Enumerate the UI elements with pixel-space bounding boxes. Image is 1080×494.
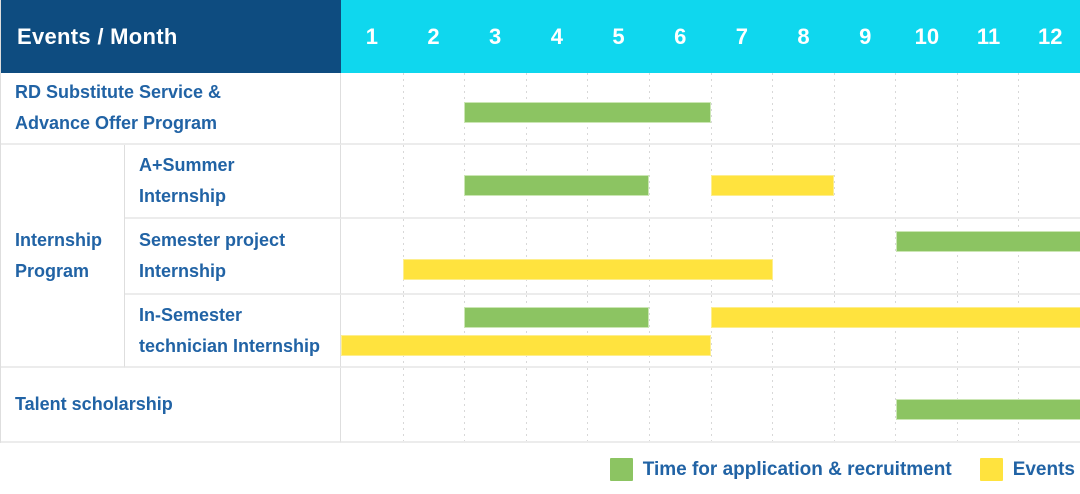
gantt-bar-application [464,307,650,328]
row-label-line: Internship [139,186,227,206]
row-label-line: Internship [139,261,227,281]
month-label: 4 [550,23,563,49]
gantt-bar-application [464,175,650,196]
gantt-track-a-summer [341,145,1080,219]
header-title: Events / Month [17,23,178,49]
month-label: 1 [365,23,378,49]
legend: Time for application & recruitment Event… [0,458,1075,481]
legend-label-event: Events [1012,458,1075,480]
row-label-line: Semester project [139,230,286,250]
row-label-semester-project: Semester project Internship [125,219,341,295]
gantt-bar-event [711,175,835,196]
month-label: 12 [1037,23,1063,49]
legend-label-application: Time for application & recruitment [642,458,952,480]
legend-swatch-event [979,458,1003,481]
row-label-a-summer: A+Summer Internship [125,145,341,219]
month-label: 8 [797,23,810,49]
row-label-line: Advance Offer Program [15,113,218,133]
month-label: 2 [427,23,440,49]
gantt-bar-event [711,307,1080,328]
gantt-bar-application [896,398,1080,420]
gantt-table: Events / Month 1 2 3 4 5 6 7 8 9 10 11 12 RD Substi… [0,0,1080,443]
month-label: 3 [489,23,502,49]
month-label: 7 [735,23,748,49]
gantt-bar-event [402,259,773,280]
month-label: 5 [612,23,625,49]
row-label-rd-substitute: RD Substitute Service & Advance Offer Pr… [1,73,341,145]
row-label-line: In-Semester [139,304,243,325]
gantt-bar-application [896,231,1080,252]
gantt-track-in-semester [341,295,1080,368]
row-label-in-semester: In-Semester technician Internship [125,295,341,368]
row-label-line: RD Substitute Service & [15,82,222,102]
row-label-line: technician Internship [139,335,321,356]
month-header-row: 1 2 3 4 5 6 7 8 9 10 11 12 [341,0,1080,73]
row-label-line: A+Summer [139,155,235,175]
gantt-track-semester-project [341,219,1080,295]
month-label: 11 [976,23,1001,49]
group-label-line: Internship [15,229,103,250]
month-label: 6 [674,23,687,49]
header-events-month: Events / Month [1,0,341,73]
row-label-line: Talent scholarship [15,394,173,414]
group-label-line: Program [15,260,90,281]
gantt-bar-event [341,335,711,356]
gantt-track-rd-substitute [341,73,1080,145]
month-label: 9 [859,23,872,49]
month-label: 10 [914,23,940,49]
group-label-internship-program: Internship Program [1,145,125,368]
gantt-track-talent-scholarship [341,368,1080,443]
row-label-talent-scholarship: Talent scholarship [1,368,341,443]
legend-swatch-application [609,458,633,481]
gantt-bar-application [464,102,711,123]
